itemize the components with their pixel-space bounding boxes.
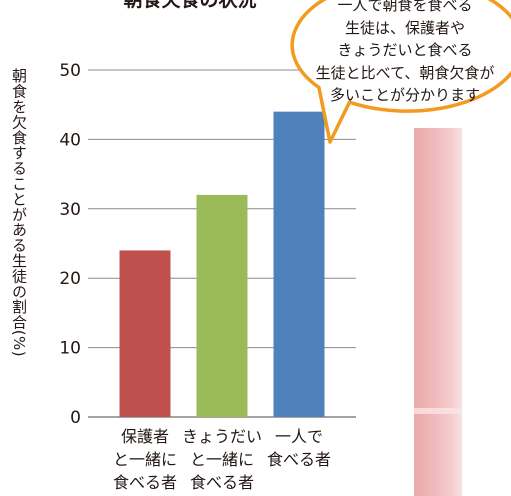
x-category-label: 一人で 食べる者 (266, 427, 331, 469)
y-tick-label: 40 (59, 130, 81, 150)
photo-strip (414, 128, 462, 496)
speech-bubble-line: 生徒は、保護者や (344, 18, 465, 37)
speech-bubble-line: 生徒と比べて、朝食欠食が (315, 63, 495, 82)
y-tick-label: 10 (59, 339, 81, 359)
speech-bubble-line: きょうだいと食べる (337, 41, 473, 59)
y-tick-labels: 0 10 20 30 40 50 (59, 61, 81, 428)
y-tick-label: 20 (59, 269, 81, 289)
y-axis-label: 朝食を欠食することがある生徒の割合(%) (10, 68, 28, 357)
bars (119, 111, 325, 417)
y-tick-label: 50 (59, 61, 81, 81)
bar (196, 194, 248, 417)
speech-bubble-text: 一人で朝食を食べる 生徒は、保護者や きょうだいと食べる 生徒と比べて、朝食欠食… (300, 0, 510, 107)
speech-bubble-shape (290, 0, 511, 144)
speech-bubble-line: 一人で朝食を食べる (337, 0, 473, 14)
chart-title: 朝食欠食の状況 (123, 0, 257, 11)
x-category-label: 保護者 と一緒に 食べる者 (112, 427, 177, 492)
y-tick-label: 30 (59, 200, 81, 220)
bar (119, 250, 171, 417)
bar (273, 111, 325, 417)
speech-bubble-line: 多いことが分かります (329, 86, 480, 104)
speech-bubble (290, 0, 511, 144)
x-category-label: きょうだい と一緒に 食べる者 (181, 427, 262, 492)
y-tick-label: 0 (70, 408, 81, 428)
